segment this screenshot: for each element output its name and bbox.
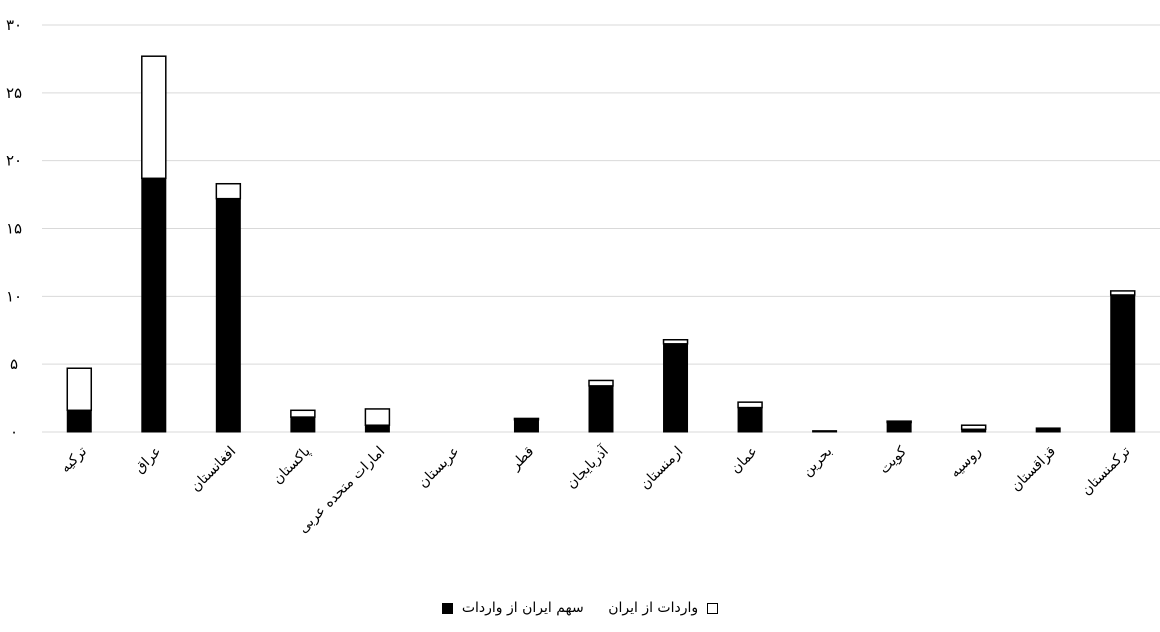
legend: واردات از ایران سهم ایران از واردات — [0, 600, 1160, 616]
legend-swatch-black — [442, 602, 454, 614]
legend-swatch-white — [706, 602, 718, 614]
legend-item-imports-from-iran: واردات از ایران — [608, 600, 721, 616]
y-axis-ticks: ۰ ۵ ۱۰ ۱۵ ۲۰ ۲۵ ۳۰ — [6, 16, 22, 441]
x-tick-label: پاکستان — [270, 443, 314, 487]
x-tick-label: قطر — [507, 444, 537, 474]
y-tick-label: ۱۰ — [6, 287, 22, 305]
y-tick-label: ۱۵ — [6, 220, 22, 238]
x-tick-label: روسیه — [947, 444, 984, 481]
x-tick-label: کویت — [876, 443, 910, 477]
y-tick-label: ۲۵ — [6, 84, 22, 102]
y-tick-label: ۰ — [10, 423, 18, 441]
x-tick-label: آذربایجان — [563, 442, 613, 492]
x-tick-label: عمان — [728, 444, 761, 477]
bar-imports-from-iran — [290, 409, 316, 418]
x-tick-label: قزاقستان — [1008, 444, 1059, 495]
bar-iran-share — [141, 177, 167, 433]
bar-iran-share — [663, 343, 689, 433]
bar-imports-from-iran — [737, 401, 763, 409]
bar-iran-share — [513, 419, 539, 433]
bar-imports-from-iran — [662, 338, 689, 345]
bars — [66, 55, 1136, 433]
bar-iran-share — [1110, 294, 1136, 433]
bar-iran-share — [812, 430, 838, 433]
gridlines — [42, 24, 1160, 433]
y-tick-label: ۵ — [10, 355, 18, 373]
y-tick-label: ۲۰ — [6, 152, 22, 170]
x-tick-label: ترکمنستان — [1078, 443, 1133, 498]
bar-imports-from-iran — [588, 379, 614, 387]
bar-iran-share — [588, 385, 614, 433]
x-tick-label: افغانستان — [188, 444, 239, 495]
bar-imports-from-iran — [215, 182, 242, 200]
bar-imports-from-iran — [66, 367, 93, 412]
legend-label-imports-from-iran: واردات از ایران — [608, 600, 699, 616]
bar-iran-share — [737, 407, 763, 433]
x-tick-label: عراق — [132, 444, 165, 477]
legend-item-iran-share: سهم ایران از واردات — [438, 600, 584, 616]
y-tick-label: ۳۰ — [6, 16, 22, 34]
bar-iran-share — [215, 198, 241, 433]
bar-iran-share — [290, 416, 316, 433]
bar-iran-share — [1035, 427, 1061, 433]
bar-imports-from-iran — [141, 55, 167, 180]
x-tick-label: بحرین — [799, 444, 835, 480]
legend-label-iran-share: سهم ایران از واردات — [461, 600, 584, 616]
bar-imports-from-iran — [960, 424, 987, 431]
bar-imports-from-iran — [1109, 290, 1136, 296]
bar-imports-from-iran — [364, 408, 391, 426]
x-tick-label: عربستان — [415, 444, 463, 492]
bar-iran-share — [886, 422, 912, 433]
bar-iran-share — [364, 424, 390, 433]
bar-iran-share — [66, 409, 92, 433]
bar-imports-from-iran — [513, 417, 540, 421]
bar-imports-from-iran — [886, 420, 912, 424]
x-tick-label: ارمنستان — [637, 444, 686, 493]
x-tick-label: ترکیه — [58, 443, 91, 476]
